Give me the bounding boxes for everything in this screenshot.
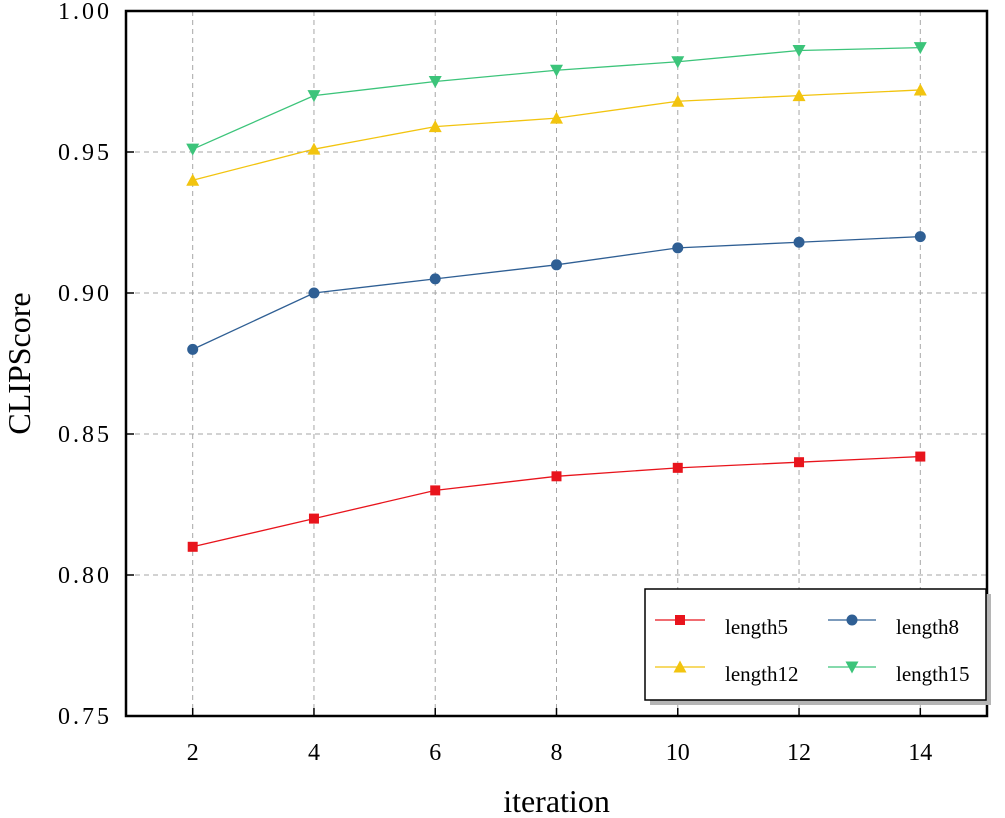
legend-entry-length8: length8: [828, 614, 959, 639]
legend: length5 length8 length12 length15: [644, 588, 991, 705]
series-layer: [186, 42, 927, 552]
data-point: [430, 485, 441, 496]
data-point: [186, 143, 200, 156]
x-tick-label: 2: [187, 740, 199, 766]
legend-marker: [846, 614, 858, 626]
data-point: [187, 541, 198, 552]
legend-entry-length12: length12: [655, 660, 799, 686]
data-point: [793, 236, 805, 248]
legend-marker: [675, 615, 685, 625]
legend-marker: [673, 660, 687, 673]
y-tick-label: 0.90: [58, 281, 112, 307]
legend-label: length15: [896, 662, 970, 686]
data-point: [913, 83, 927, 96]
data-point: [671, 56, 685, 69]
legend-marker: [845, 661, 859, 674]
data-point: [428, 76, 442, 88]
series-length15: [186, 42, 927, 156]
axis-ticks: 2 4 6 8 10 12 14 0.75 0.80 0.85 0.90 0.95 1.00: [58, 0, 932, 766]
data-point: [187, 343, 199, 355]
data-point: [308, 287, 320, 299]
data-point: [794, 457, 805, 468]
data-point: [550, 64, 563, 77]
y-tick-label: 0.75: [58, 704, 112, 730]
series-length8: [187, 231, 926, 355]
legend-label: length12: [725, 662, 799, 686]
data-point: [186, 173, 200, 186]
series-length5: [187, 451, 926, 552]
data-point: [672, 242, 684, 254]
y-tick-label: 1.00: [58, 0, 112, 25]
y-tick-label: 0.95: [58, 140, 112, 166]
data-point: [914, 231, 926, 243]
series-length12: [186, 83, 927, 186]
x-axis-label: iteration: [503, 783, 610, 818]
data-point: [792, 89, 806, 102]
x-tick-label: 14: [908, 740, 932, 766]
y-tick-label: 0.85: [58, 422, 112, 448]
data-point: [428, 120, 442, 133]
y-tick-label: 0.80: [58, 563, 112, 589]
legend-label: length5: [725, 615, 788, 639]
data-point: [429, 273, 441, 285]
data-point: [551, 471, 562, 482]
series-line: [192, 47, 921, 150]
data-point: [551, 259, 562, 271]
data-point: [550, 111, 563, 124]
x-tick-label: 6: [429, 740, 441, 766]
legend-label: length8: [896, 615, 959, 639]
legend-box: [644, 588, 987, 701]
data-point: [307, 90, 321, 103]
y-axis-label: CLIPScore: [1, 292, 37, 434]
x-tick-label: 8: [551, 740, 563, 766]
x-tick-label: 10: [666, 740, 690, 766]
data-point: [308, 513, 319, 524]
data-point: [307, 142, 321, 155]
data-point: [792, 44, 806, 57]
legend-entry-length5: length5: [655, 615, 788, 639]
data-point: [913, 42, 927, 55]
x-tick-label: 12: [787, 740, 811, 766]
data-point: [671, 94, 685, 107]
data-point: [672, 462, 683, 473]
x-tick-label: 4: [308, 740, 320, 766]
legend-entry-length15: length15: [828, 661, 970, 686]
data-point: [915, 451, 926, 462]
